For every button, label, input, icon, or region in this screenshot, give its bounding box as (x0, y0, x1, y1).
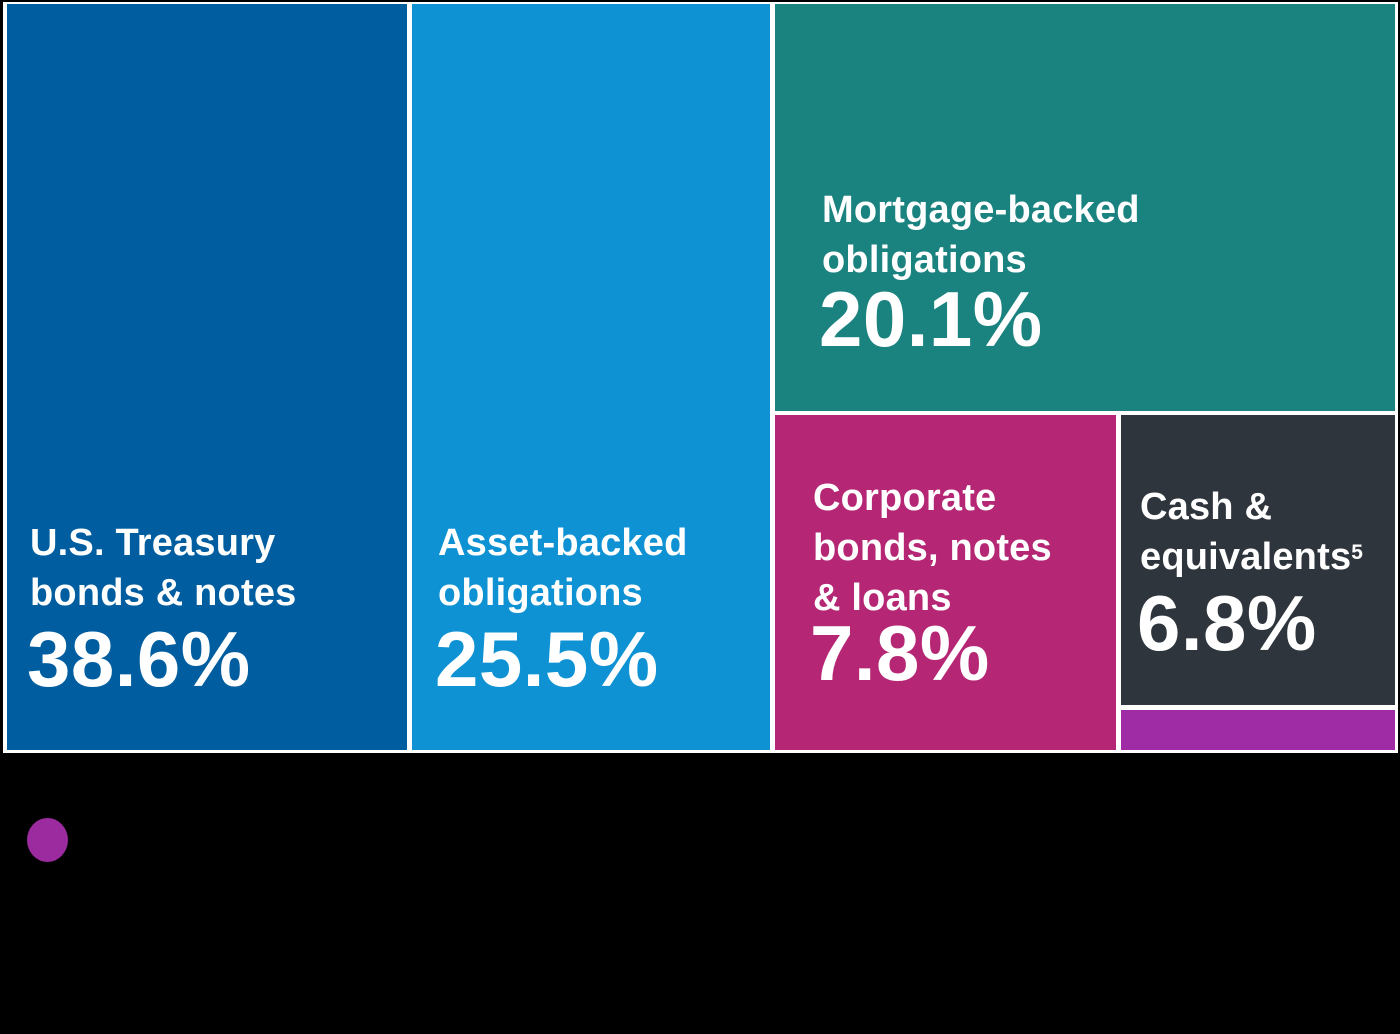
tile-label-line: U.S. Treasury (30, 522, 276, 564)
tile-label-line: equivalents5 (1140, 532, 1363, 582)
legend-row (27, 818, 1373, 864)
treemap-tile-unlabeled-purple-segment (1121, 710, 1395, 750)
tile-label: Asset-backed obligations (438, 518, 688, 618)
treemap-surface: U.S. Treasury bonds & notes 38.6% Asset-… (3, 2, 1398, 753)
treemap-tile-mortgage-backed-obligations: Mortgage-backed obligations 20.1% (775, 4, 1395, 411)
tile-label-line: Asset-backed (438, 522, 688, 564)
tile-label: Cash & equivalents5 (1140, 482, 1363, 582)
tile-label: U.S. Treasury bonds & notes (30, 518, 297, 618)
tile-percentage: 25.5% (435, 615, 659, 703)
tile-label: Corporate bonds, notes & loans (813, 473, 1052, 623)
tile-percentage: 20.1% (819, 275, 1043, 363)
tile-percentage: 6.8% (1137, 579, 1317, 667)
tile-label-text: equivalents (1140, 536, 1352, 578)
tile-label-line: obligations (438, 572, 643, 614)
footnote-area (0, 753, 1400, 1034)
tile-label-line: Cash & (1140, 486, 1273, 528)
tile-percentage: 38.6% (27, 615, 251, 703)
footnote-marker: 5 (1351, 540, 1364, 564)
tile-label: Mortgage-backed obligations (822, 185, 1140, 285)
tile-label-line: bonds, notes (813, 527, 1052, 569)
treemap-tile-asset-backed-obligations: Asset-backed obligations 25.5% (412, 4, 770, 750)
tile-label-line: Corporate (813, 477, 997, 519)
tile-label-line: Mortgage-backed (822, 189, 1140, 231)
tile-label-line: bonds & notes (30, 572, 297, 614)
legend-marker-dot (27, 818, 68, 862)
treemap-tile-us-treasury-bonds-notes: U.S. Treasury bonds & notes 38.6% (7, 4, 407, 750)
tile-label-line: & loans (813, 577, 952, 619)
treemap-tile-cash-equivalents: Cash & equivalents5 6.8% (1121, 415, 1395, 705)
tile-percentage: 7.8% (810, 609, 990, 697)
treemap-tile-corporate-bonds-notes-loans: Corporate bonds, notes & loans 7.8% (775, 415, 1116, 750)
tile-label-line: obligations (822, 239, 1027, 281)
